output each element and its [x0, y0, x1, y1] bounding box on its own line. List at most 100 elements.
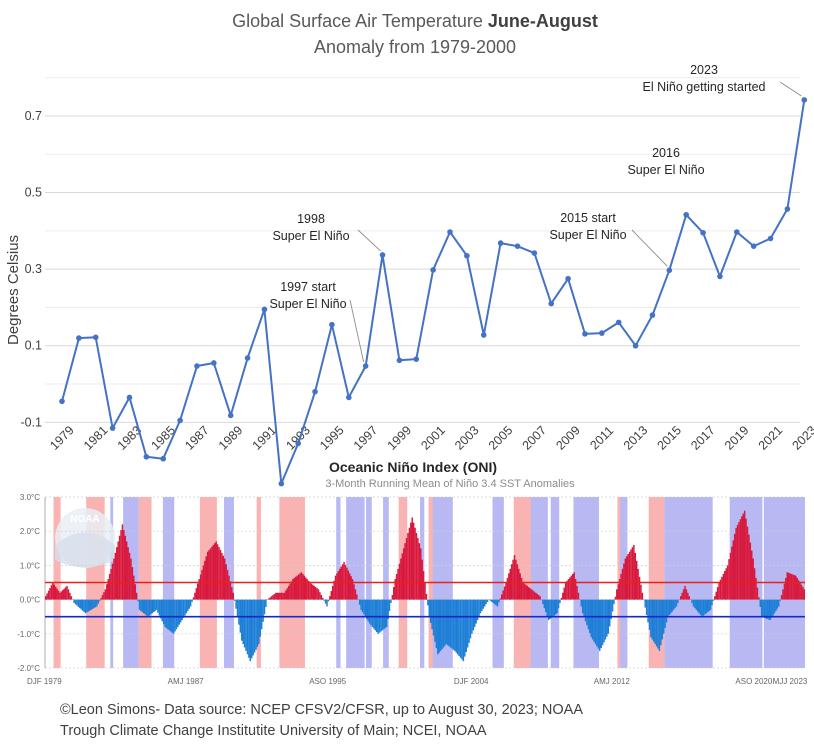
- oni-bar: [638, 576, 641, 600]
- oni-bar: [627, 554, 629, 600]
- data-point: [177, 417, 183, 424]
- oni-bar: [668, 599, 671, 615]
- oni-bar: [694, 599, 696, 609]
- oni-bar: [346, 567, 348, 600]
- oni-bar: [63, 588, 65, 600]
- oni-bar: [687, 592, 689, 600]
- oni-bar: [279, 592, 281, 600]
- oni-bar: [594, 599, 597, 645]
- oni-bar: [535, 592, 537, 600]
- oni-bar: [630, 549, 632, 600]
- data-point: [599, 330, 605, 336]
- oni-bar: [786, 572, 789, 600]
- oni-bar: [540, 599, 543, 601]
- data-point: [514, 243, 521, 249]
- oni-bar: [107, 579, 109, 600]
- oni-bar: [395, 573, 398, 600]
- oni-bar: [523, 583, 526, 600]
- oni-bar: [574, 579, 577, 600]
- oni-bar: [410, 522, 412, 600]
- oni-bar: [245, 599, 247, 651]
- oni-bar: [547, 599, 550, 621]
- oni-bar: [753, 568, 756, 600]
- oni-bar: [223, 558, 226, 600]
- source-credit-line-2: Trough Climate Change Institutite Univer…: [60, 723, 487, 739]
- oni-bar: [608, 599, 611, 627]
- temperature-x-ticks: 1979 1981 1983 1985 1987 1989 1991 1993 1995 1997…: [47, 423, 814, 453]
- oni-bar: [265, 599, 267, 608]
- oni-bar: [187, 599, 189, 611]
- oni-bar: [179, 599, 182, 623]
- oni-bar: [657, 599, 659, 649]
- data-point: [801, 97, 808, 103]
- oni-bar: [310, 583, 313, 600]
- oni-bar: [233, 599, 236, 601]
- oni-bar: [752, 558, 754, 600]
- annotation-text: El Niño getting started: [643, 80, 766, 94]
- oni-bar: [603, 599, 605, 643]
- oni-bar: [769, 599, 771, 621]
- oni-bar: [117, 541, 119, 600]
- oni-bar: [518, 568, 520, 600]
- oni-bar: [661, 599, 663, 640]
- oni-bar: [684, 585, 686, 600]
- oni-bar: [206, 551, 209, 600]
- oni-bar: [370, 599, 372, 626]
- oni-bar: [459, 599, 462, 658]
- oni-bar: [300, 572, 303, 600]
- chart-subtitle: Anomaly from 1979-2000: [314, 37, 516, 57]
- oni-bar: [120, 530, 122, 600]
- oni-x-tick-label: AMJ 1987: [168, 677, 205, 686]
- oni-bar: [799, 582, 801, 600]
- oni-bar: [557, 599, 560, 609]
- y-tick-label: 0.3: [25, 262, 42, 276]
- oni-bar: [766, 599, 769, 619]
- oni-bar: [317, 589, 320, 600]
- oni-bar: [674, 599, 676, 609]
- oni-bar: [155, 599, 158, 610]
- oni-bar: [637, 568, 639, 600]
- annotation-text: 2015 start: [560, 211, 616, 225]
- oni-bar: [114, 552, 117, 600]
- oni-bar: [611, 599, 614, 612]
- oni-bar: [650, 599, 652, 638]
- oni-bar: [323, 599, 325, 601]
- oni-x-tick-label: DJF 2004: [454, 677, 489, 686]
- data-point: [126, 394, 133, 401]
- oni-bar: [260, 599, 263, 630]
- oni-bar: [74, 599, 77, 605]
- oni-bar: [760, 599, 763, 617]
- oni-bar: [543, 599, 546, 609]
- data-point: [632, 342, 639, 349]
- oni-bar: [526, 585, 529, 600]
- oni-bar: [552, 599, 554, 617]
- oni-bar: [570, 575, 573, 600]
- oni-bar: [326, 599, 328, 607]
- data-point: [464, 252, 470, 259]
- oni-bar: [466, 599, 469, 648]
- oni-bar: [701, 599, 703, 617]
- source-credit: ©Leon Simons- Data source: NCEP CFSV2/CF…: [60, 700, 583, 742]
- oni-bar: [733, 534, 736, 600]
- oni-bar: [327, 599, 330, 602]
- x-tick-label: 1989: [216, 423, 246, 453]
- oni-bar: [62, 590, 64, 600]
- oni-bar: [623, 563, 625, 600]
- oni-bar: [299, 573, 301, 600]
- annotation-text: 1997 start: [280, 280, 336, 294]
- oni-bar: [704, 599, 706, 615]
- oni-bar: [79, 599, 81, 609]
- oni-bar: [614, 596, 617, 600]
- oni-bar: [241, 599, 243, 641]
- oni-bar: [133, 575, 135, 600]
- oni-bar: [381, 599, 384, 631]
- oni-bar: [675, 599, 678, 607]
- oni-y-ticks: 3.0°C 2.0°C 1.0°C 0.0°C -1.0°C -2.0°C: [17, 493, 40, 673]
- oni-bar: [714, 596, 716, 600]
- oni-bar: [741, 516, 743, 600]
- oni-bar: [218, 547, 220, 600]
- oni-bar: [296, 575, 298, 600]
- oni-bar: [665, 599, 668, 623]
- oni-bar: [354, 589, 357, 600]
- oni-bar: [695, 599, 698, 610]
